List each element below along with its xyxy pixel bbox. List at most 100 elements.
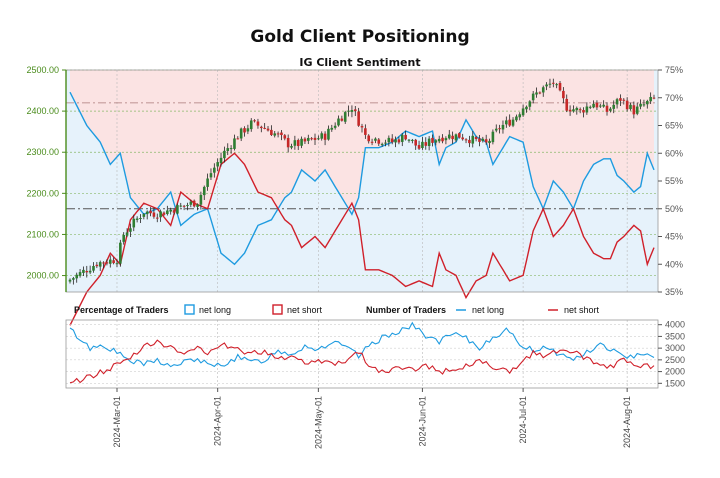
candle-body: [531, 93, 535, 101]
legend-pct-short-label: net short: [287, 305, 323, 315]
top-sentiment-lines: [69, 91, 655, 326]
pct-tick-label: 35%: [665, 287, 683, 297]
candle-body: [155, 217, 159, 219]
candle-body: [169, 209, 172, 212]
candle-body: [582, 110, 585, 113]
candle-body: [558, 82, 562, 91]
candle-body: [115, 263, 119, 265]
candle-body: [176, 205, 179, 214]
candle-body: [370, 141, 374, 143]
candle-body: [474, 137, 478, 140]
candle-body: [162, 212, 166, 215]
pct-tick-label: 45%: [665, 232, 683, 242]
candle-body: [639, 103, 642, 107]
candle-body: [186, 205, 189, 207]
candle-body: [350, 110, 354, 112]
date-tick-label: 2024-Jun-01: [417, 396, 427, 447]
legend: Percentage of Traders net long net short…: [74, 304, 600, 315]
candle-body: [119, 242, 122, 264]
candle-body: [223, 150, 226, 159]
candle-body: [78, 272, 82, 276]
candle-body: [444, 138, 448, 141]
candle-body: [642, 104, 646, 106]
legend-pct-long-swatch: [184, 304, 195, 315]
candle-body: [515, 116, 518, 121]
candle-body: [414, 139, 418, 146]
candle-body: [243, 128, 246, 133]
candle-body: [179, 205, 183, 207]
candle-body: [249, 120, 253, 130]
candle-body: [233, 138, 236, 149]
chart-subtitle: IG Client Sentiment: [299, 56, 420, 69]
candle-body: [216, 162, 219, 167]
candle-body: [317, 138, 320, 140]
price-tick-label: 2200.00: [26, 188, 59, 198]
price-tick-label: 2400.00: [26, 106, 59, 116]
candle-body: [125, 232, 129, 236]
candle-body: [605, 105, 609, 112]
candle-body: [199, 194, 203, 205]
candle-body: [290, 146, 293, 148]
price-tick-label: 2100.00: [26, 229, 59, 239]
count-tick-label: 2500: [665, 355, 685, 365]
candle-body: [196, 204, 199, 207]
candle-body: [226, 148, 230, 151]
candle-body: [320, 133, 324, 139]
candle-body: [182, 205, 186, 207]
count-tick-label: 3500: [665, 331, 685, 341]
candle-body: [213, 167, 216, 173]
date-tick-label: 2024-Jul-01: [518, 396, 528, 444]
candle-body: [645, 101, 649, 105]
date-tick-label: 2024-May-01: [313, 396, 323, 449]
candle-body: [632, 105, 636, 115]
candle-body: [602, 104, 605, 107]
candle-body: [333, 125, 337, 128]
candle-body: [209, 173, 213, 178]
candle-body: [88, 270, 92, 273]
candle-body: [192, 200, 196, 207]
candle-body: [330, 127, 334, 130]
candle-body: [390, 138, 394, 143]
bottom-panel-grid: [66, 320, 658, 388]
candle-body: [105, 262, 109, 264]
candle-body: [142, 213, 146, 217]
candle-body: [92, 266, 95, 271]
candle-body: [454, 134, 458, 141]
candle-body: [518, 114, 522, 118]
candle-body: [283, 135, 287, 139]
candle-body: [102, 262, 105, 264]
candle-body: [95, 264, 99, 267]
candle-body: [421, 141, 424, 149]
candle-body: [568, 109, 572, 112]
candle-body: [447, 134, 451, 139]
net-long-pct-line: [69, 91, 655, 266]
candle-body: [236, 138, 240, 140]
pct-tick-label: 65%: [665, 121, 683, 131]
legend-pct-title: Percentage of Traders: [74, 305, 169, 315]
candle-body: [129, 228, 132, 232]
candle-body: [360, 126, 364, 128]
candle-body: [303, 138, 307, 142]
candle-body: [511, 119, 515, 126]
candle-body: [145, 211, 149, 215]
candle-body: [132, 218, 136, 228]
pct-tick-label: 75%: [665, 65, 683, 75]
trader-count-lines: [69, 321, 655, 384]
count-tick-label: 3000: [665, 343, 685, 353]
candle-body: [263, 127, 266, 129]
candle-body: [578, 109, 582, 111]
candle-body: [266, 128, 270, 131]
candle-body: [575, 107, 579, 111]
candle-body: [172, 210, 176, 213]
candle-body: [545, 84, 548, 87]
candle-body: [166, 210, 169, 215]
price-tick-label: 2300.00: [26, 147, 59, 157]
candle-body: [353, 109, 357, 112]
candle-body: [528, 101, 532, 107]
legend-pct-short-swatch: [272, 304, 283, 315]
candle-body: [407, 139, 411, 141]
chart-title: Gold Client Positioning: [250, 27, 469, 47]
candle-body: [310, 138, 313, 140]
candle-body: [343, 112, 347, 122]
